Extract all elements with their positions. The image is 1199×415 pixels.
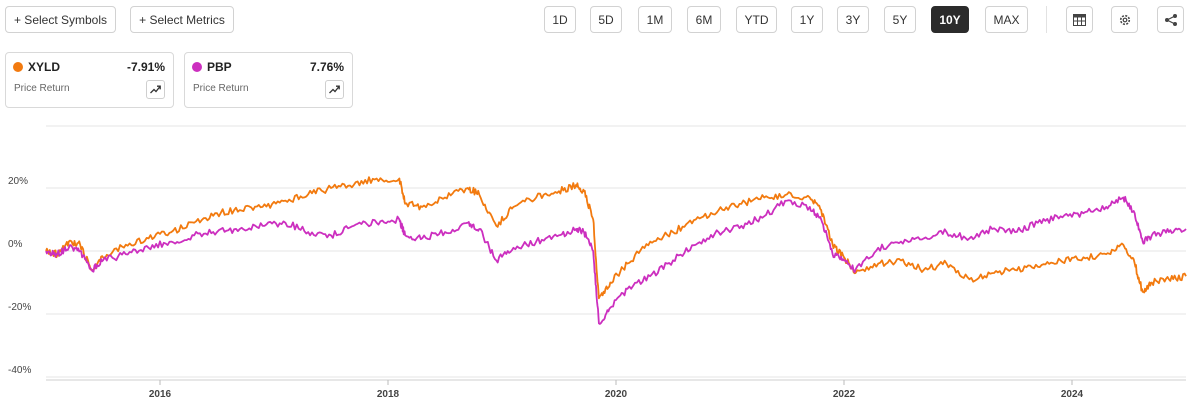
trend-button[interactable] — [325, 80, 344, 99]
share-icon — [1164, 13, 1177, 26]
trend-button[interactable] — [146, 80, 165, 99]
select-symbols-button[interactable]: + Select Symbols — [5, 6, 116, 33]
x-axis: 2016 2018 2020 2022 2024 — [149, 380, 1084, 400]
x-tick-label: 2018 — [377, 389, 400, 400]
series-line-pbp — [45, 195, 1187, 325]
x-tick-label: 2016 — [149, 389, 172, 400]
series-color-dot — [13, 62, 23, 72]
range-max-button[interactable]: MAX — [985, 6, 1028, 33]
range-5y-button[interactable]: 5Y — [884, 6, 916, 33]
range-ytd-button[interactable]: YTD — [736, 6, 777, 33]
range-3y-button[interactable]: 3Y — [837, 6, 869, 33]
settings-button[interactable] — [1111, 6, 1138, 33]
toolbar-divider — [1046, 6, 1047, 33]
chart-grid — [46, 125, 1186, 381]
select-metrics-button[interactable]: + Select Metrics — [130, 6, 234, 33]
series-color-dot — [192, 62, 202, 72]
x-tick-label: 2024 — [1061, 389, 1084, 400]
change-value: -7.91% — [126, 60, 165, 74]
change-value: 7.76% — [309, 60, 344, 74]
gear-icon — [1119, 14, 1130, 25]
range-10y-button[interactable]: 10Y — [931, 6, 969, 33]
y-axis: 20% 0% -20% -40% — [8, 176, 31, 376]
y-tick-label: -20% — [8, 302, 31, 313]
range-1y-button[interactable]: 1Y — [791, 6, 823, 33]
share-button[interactable] — [1157, 6, 1184, 33]
y-tick-label: -40% — [8, 365, 31, 376]
symbol-card-pbp[interactable]: PBP 7.76% Price Return — [184, 52, 353, 108]
symbol-card-xyld[interactable]: XYLD -7.91% Price Return — [5, 52, 174, 108]
series-line-xyld — [45, 176, 1187, 300]
metric-label: Price Return — [14, 83, 70, 94]
symbol-label: XYLD — [28, 60, 61, 74]
table-view-button[interactable] — [1066, 6, 1093, 33]
y-tick-label: 0% — [8, 239, 23, 250]
range-5d-button[interactable]: 5D — [590, 6, 622, 33]
table-icon — [1073, 13, 1086, 26]
x-tick-label: 2020 — [605, 389, 628, 400]
range-1m-button[interactable]: 1M — [638, 6, 672, 33]
symbol-label: PBP — [207, 60, 232, 74]
x-tick-label: 2022 — [833, 389, 856, 400]
trend-up-icon — [329, 85, 340, 94]
y-tick-label: 20% — [8, 176, 28, 187]
trend-up-icon — [150, 85, 161, 94]
range-6m-button[interactable]: 6M — [687, 6, 721, 33]
range-1d-button[interactable]: 1D — [544, 6, 576, 33]
series-group — [45, 176, 1187, 325]
metric-label: Price Return — [193, 83, 249, 94]
line-chart: 20% 0% -20% -40% 2016 2018 2020 2022 2024 — [8, 125, 1187, 400]
